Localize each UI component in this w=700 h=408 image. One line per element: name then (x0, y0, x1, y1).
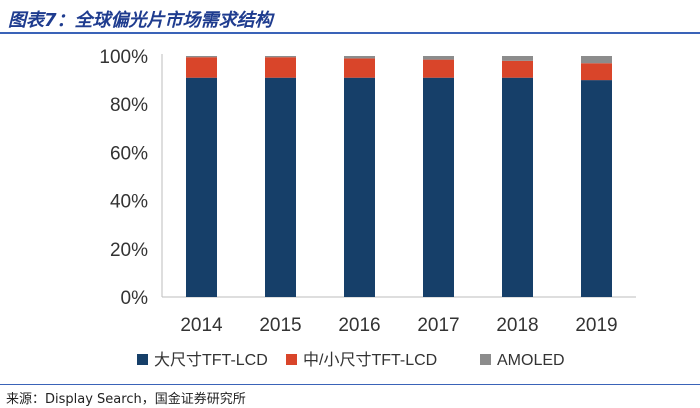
bar-large-2019 (581, 80, 612, 297)
legend-label-large: 大尺寸TFT-LCD (154, 351, 268, 369)
source-note: 来源：Display Search，国金证券研究所 (6, 392, 246, 407)
chart-bars (186, 56, 612, 297)
bar-amoled-2016 (344, 56, 375, 59)
legend-swatch-amoled (480, 354, 491, 365)
legend-label-amoled: AMOLED (497, 352, 565, 369)
bar-large-2014 (186, 77, 217, 297)
bar-medium-2016 (344, 58, 375, 78)
legend-label-medium: 中/小尺寸TFT-LCD (303, 351, 437, 369)
bar-medium-2017 (423, 59, 454, 78)
source-divider (0, 384, 700, 385)
chart-legend: 大尺寸TFT-LCD 中/小尺寸TFT-LCD AMOLED (137, 351, 565, 369)
figure-title: 图表7：全球偏光片市场需求结构 (8, 10, 273, 31)
bar-medium-2014 (186, 57, 217, 78)
bar-large-2017 (423, 77, 454, 297)
bar-large-2018 (502, 77, 533, 297)
y-tick-labels: 0% 20% 40% 60% 80% 100% (99, 47, 148, 309)
x-tick-label: 2019 (575, 315, 617, 336)
title-bar: 图表7：全球偏光片市场需求结构 (0, 0, 700, 34)
x-tick-labels: 2014 2015 2016 2017 2018 2019 (180, 315, 617, 336)
chart-axes (161, 54, 636, 298)
bar-medium-2018 (502, 60, 533, 78)
y-tick-label: 80% (110, 95, 148, 116)
y-tick-label: 100% (99, 47, 148, 68)
chart-area: 2014 2015 2016 2017 2018 2019 0% 20% 40% 60% 80% 1… (0, 34, 700, 384)
bar-medium-2019 (581, 63, 612, 81)
stacked-bar-chart: 2014 2015 2016 2017 2018 2019 0% 20% 40% 60% 80% 1… (99, 47, 636, 369)
bar-amoled-2019 (581, 56, 612, 64)
title-divider (0, 32, 700, 34)
bar-medium-2015 (265, 57, 296, 78)
y-tick-label: 60% (110, 143, 148, 164)
x-tick-label: 2016 (338, 315, 380, 336)
y-tick-label: 20% (110, 240, 148, 261)
bar-amoled-2014 (186, 56, 217, 58)
bar-amoled-2017 (423, 56, 454, 60)
x-tick-label: 2017 (417, 315, 459, 336)
x-tick-label: 2015 (259, 315, 301, 336)
bar-large-2016 (344, 77, 375, 297)
y-tick-label: 0% (121, 288, 149, 309)
legend-swatch-large (137, 354, 148, 365)
x-tick-label: 2018 (496, 315, 538, 336)
x-tick-label: 2014 (180, 315, 223, 336)
bar-amoled-2018 (502, 56, 533, 61)
y-tick-label: 40% (110, 192, 148, 213)
bar-large-2015 (265, 77, 296, 297)
bar-amoled-2015 (265, 56, 296, 58)
legend-swatch-medium (286, 354, 297, 365)
